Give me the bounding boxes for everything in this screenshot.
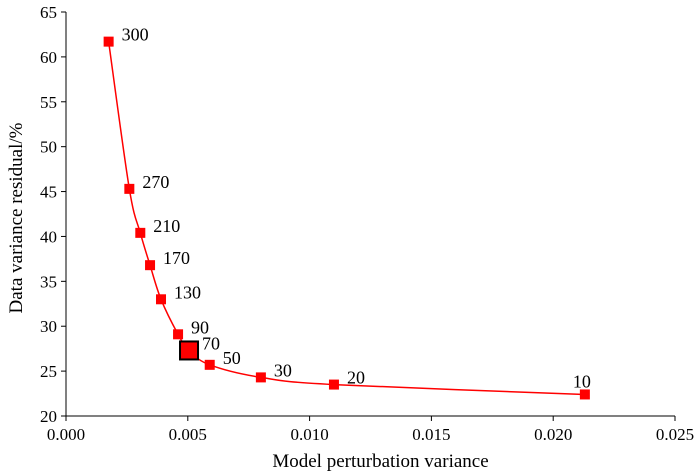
tick-labels: 20 25 30 35 40 45 50 55 60 65 0.000 0.005 0.010 0.015… — [40, 3, 694, 444]
y-tick-label: 20 — [40, 407, 57, 426]
point-label: 300 — [122, 25, 149, 45]
data-marker — [204, 359, 215, 370]
point-label: 90 — [191, 317, 209, 337]
data-markers — [103, 36, 590, 400]
data-marker — [103, 36, 114, 47]
point-label: 10 — [573, 371, 591, 391]
x-tick-label: 0.000 — [47, 425, 85, 444]
y-tick-label: 45 — [40, 183, 57, 202]
x-tick-label: 0.015 — [412, 425, 450, 444]
x-tick-label: 0.020 — [534, 425, 572, 444]
point-label: 130 — [174, 282, 201, 302]
y-tick-label: 30 — [40, 317, 57, 336]
axes — [61, 11, 676, 421]
point-label: 210 — [153, 216, 180, 236]
highlight-marker — [179, 340, 200, 361]
point-label: 170 — [163, 248, 190, 268]
x-tick-label: 0.010 — [290, 425, 328, 444]
y-tick-label: 65 — [40, 3, 57, 22]
x-tick-label: 0.025 — [656, 425, 694, 444]
data-marker — [135, 227, 146, 238]
y-tick-label: 35 — [40, 272, 57, 291]
point-label: 30 — [274, 360, 292, 380]
data-marker — [124, 183, 135, 194]
y-tick-label: 50 — [40, 138, 57, 157]
data-marker — [173, 329, 184, 340]
data-marker — [145, 260, 156, 271]
y-tick-label: 25 — [40, 362, 57, 381]
y-tick-label: 55 — [40, 93, 57, 112]
data-marker — [579, 389, 590, 400]
y-axis-title: Data variance residual/% — [6, 122, 27, 313]
point-label: 70 — [202, 333, 220, 353]
y-tick-label: 40 — [40, 227, 57, 246]
x-tick-label: 0.005 — [169, 425, 207, 444]
x-axis-title: Model perturbation variance — [272, 451, 488, 472]
data-marker — [255, 372, 266, 383]
y-tick-label: 60 — [40, 48, 57, 67]
point-label: 20 — [347, 368, 365, 388]
point-label: 270 — [142, 172, 169, 192]
point-label: 50 — [223, 348, 241, 368]
data-marker — [328, 379, 339, 390]
data-marker — [156, 294, 167, 305]
